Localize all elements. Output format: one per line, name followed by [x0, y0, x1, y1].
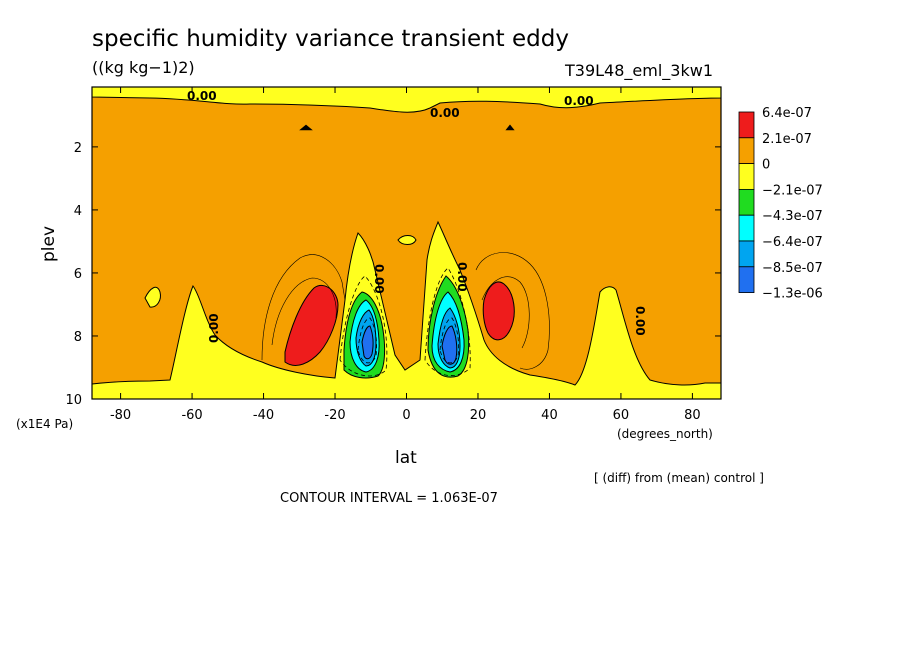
southern-neg4: [361, 325, 374, 360]
legend-swatch: [738, 111, 755, 139]
x-tick-label: 0: [402, 408, 410, 423]
difference-note: [ (diff) from (mean) control ]: [594, 471, 764, 485]
southern-outer-contour: [261, 254, 346, 361]
x-tick-label: -40: [253, 408, 274, 423]
legend-label: −4.3e-07: [762, 209, 823, 224]
legend-swatch: [738, 240, 755, 268]
legend-label: −1.3e-06: [762, 287, 823, 302]
x-axis-label: lat: [395, 448, 417, 468]
y-tick-label: 10: [65, 393, 82, 408]
southern-mid-contour: [271, 277, 337, 346]
x-tick-label: 80: [684, 408, 701, 423]
legend-swatch: [738, 137, 755, 165]
y-axis-units: (x1E4 Pa): [16, 417, 73, 431]
x-tick-label: -80: [110, 408, 131, 423]
x-tick-label: 20: [470, 408, 487, 423]
legend-swatch: [738, 266, 755, 293]
southern-positive-max: [284, 284, 339, 366]
legend-swatch: [738, 188, 755, 216]
y-tick-label: 6: [74, 267, 82, 282]
x-tick-label: 40: [541, 408, 558, 423]
central-near-zero-region: [91, 220, 722, 400]
contour-label: 0.00: [372, 264, 386, 294]
small-feature-south: [299, 124, 313, 131]
legend-label: 6.4e-07: [762, 106, 812, 121]
southern-dashed-2: [357, 317, 378, 364]
chart-title: specific humidity variance transient edd…: [92, 26, 569, 52]
northern-dashed-2: [439, 317, 460, 364]
strong-positive-regions: [284, 281, 515, 366]
y-tick-label: 2: [74, 141, 82, 156]
contour-labels: 0.00 0.00 0.00 0.00 0.00 0.00 0.00: [187, 89, 647, 343]
top-near-zero-band: [91, 86, 722, 113]
x-axis-ticks: -80 -60 -40 -20 0 20 40 60 80: [110, 87, 701, 423]
legend-label: 2.1e-07: [762, 132, 812, 147]
southern-dashed-1: [339, 275, 388, 377]
northern-dashed-1: [424, 267, 471, 376]
y-axis-label: plev: [39, 226, 59, 262]
negative-regions: [343, 275, 470, 379]
contour-interval-text: CONTOUR INTERVAL = 1.063E-07: [280, 491, 498, 506]
contour-label: 0.00: [564, 94, 594, 108]
legend-label: −6.4e-07: [762, 235, 823, 250]
legend-label: −2.1e-07: [762, 183, 823, 198]
contour-label: 0.00: [633, 306, 647, 336]
plot-area: 0.00 0.00 0.00 0.00 0.00 0.00 0.00: [91, 86, 722, 400]
legend-label: −8.5e-07: [762, 261, 823, 276]
x-tick-label: -20: [324, 408, 345, 423]
northern-outer-contour: [475, 252, 550, 370]
run-label: T39L48_eml_3kw1: [564, 61, 713, 81]
near-zero-patch-equator: [397, 235, 417, 245]
negative-contours: [339, 267, 471, 377]
legend-swatch: [738, 214, 755, 242]
contour-label: 0.00: [455, 262, 469, 292]
x-axis-units: (degrees_north): [617, 427, 713, 441]
northern-neg4: [441, 325, 458, 365]
units-label: ((kg kg−1)2): [92, 58, 195, 77]
y-tick-label: 4: [74, 204, 82, 219]
contour-label: 0.00: [207, 313, 221, 343]
legend-swatch: [738, 163, 755, 190]
near-zero-regions: [91, 86, 722, 400]
legend-label: 0: [762, 158, 770, 173]
near-zero-patch-south: [144, 286, 161, 308]
x-tick-label: 60: [613, 408, 630, 423]
contour-label: 0.00: [187, 89, 217, 103]
northern-positive-max: [482, 281, 515, 341]
northern-mid-contour: [481, 276, 530, 349]
y-axis-ticks: 2 4 6 8 10: [65, 141, 721, 408]
color-legend: 6.4e-07 2.1e-07 0 −2.1e-07 −4.3e-07 −6.4e-07 −…: [738, 106, 823, 302]
x-tick-label: -60: [181, 408, 202, 423]
y-tick-label: 8: [74, 330, 82, 345]
small-feature-north: [505, 124, 515, 131]
contour-label: 0.00: [430, 106, 460, 120]
positive-contours: [261, 124, 550, 370]
